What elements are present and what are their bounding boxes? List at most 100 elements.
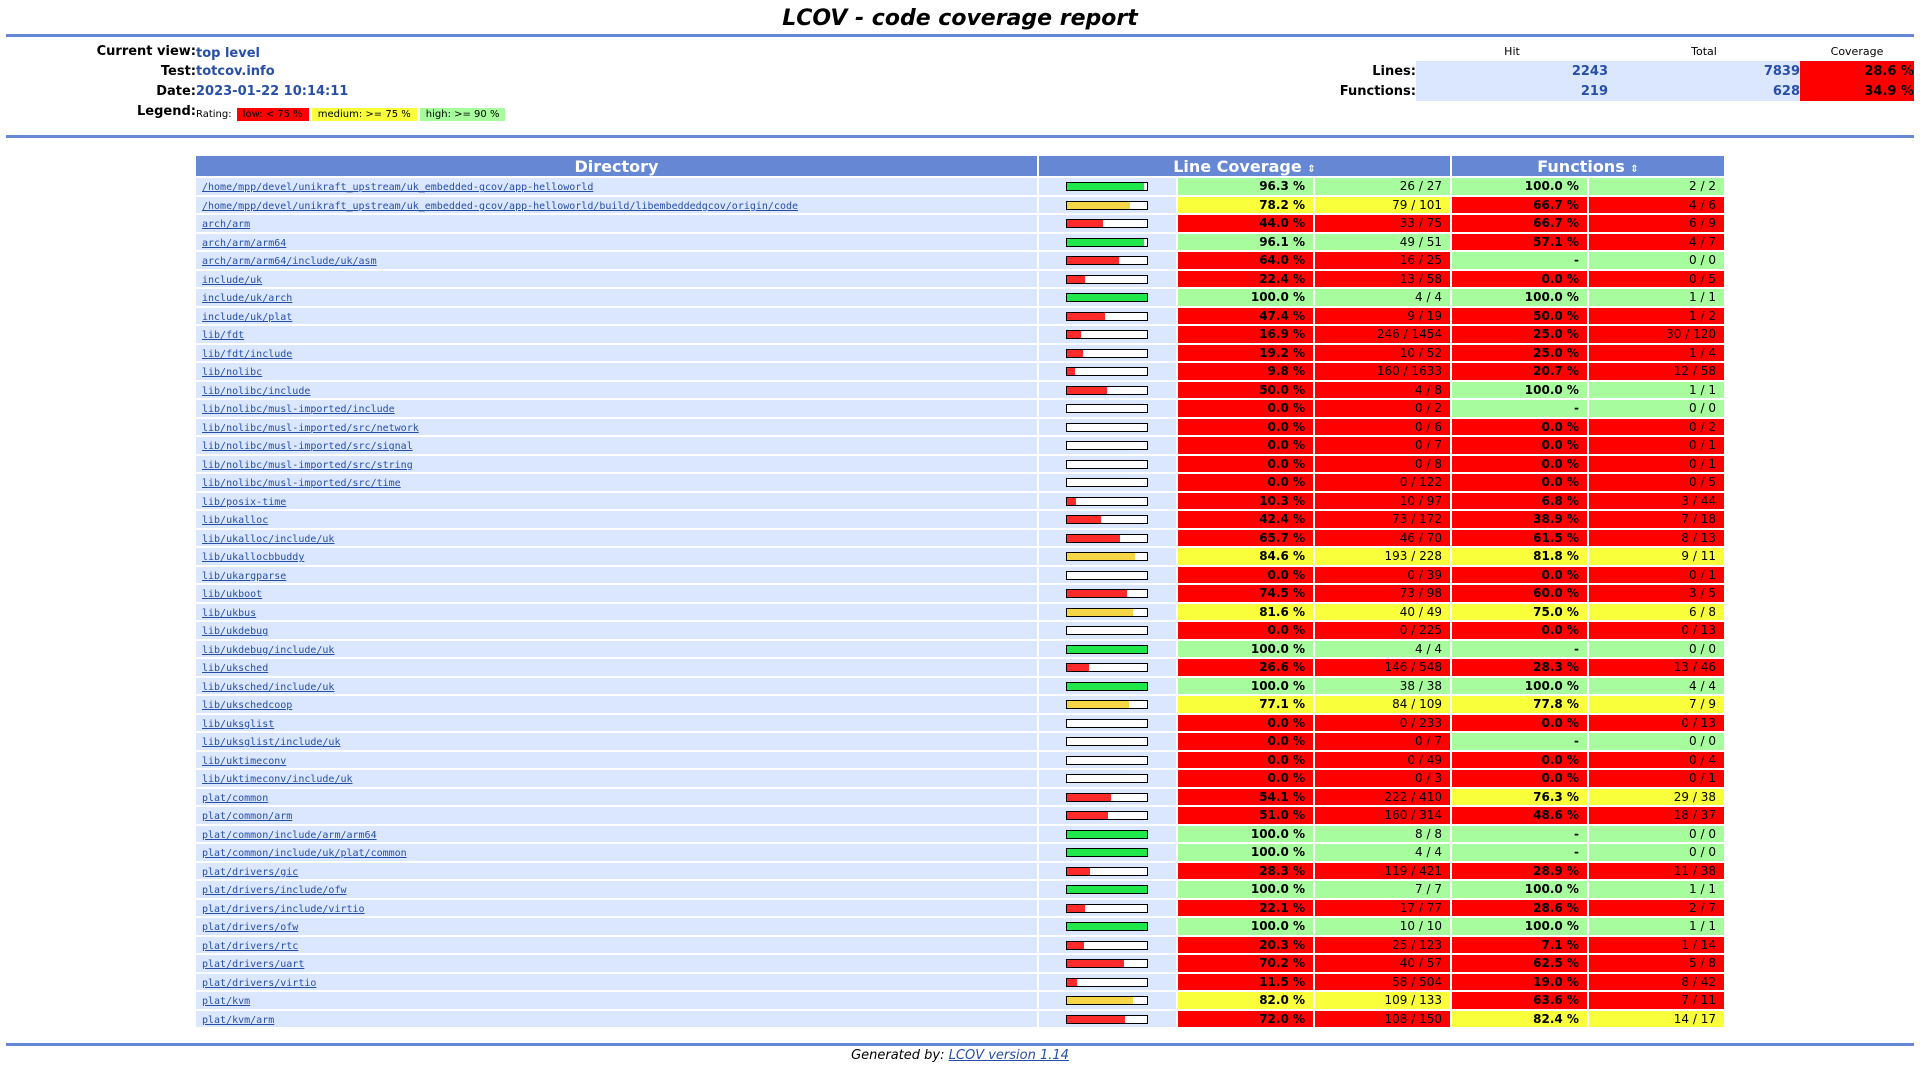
directory-link[interactable]: include/uk/arch xyxy=(202,293,293,305)
directory-link[interactable]: lib/uksglist xyxy=(202,718,275,730)
directory-link[interactable]: lib/uktimeconv xyxy=(202,755,287,767)
directory-link[interactable]: lib/ukalloc/include/uk xyxy=(202,533,335,545)
directory-link[interactable]: lib/uksched/include/uk xyxy=(202,681,335,693)
function-coverage-percent: 6.8 % xyxy=(1451,492,1587,509)
directory-link[interactable]: arch/arm/arm64/include/uk/asm xyxy=(202,256,377,268)
directory-link[interactable]: plat/drivers/uart xyxy=(202,959,305,971)
function-coverage-count: 0 / 5 xyxy=(1588,270,1724,287)
directory-link[interactable]: include/uk xyxy=(202,274,263,286)
coverage-bar xyxy=(1066,996,1149,1006)
directory-link[interactable]: plat/drivers/gic xyxy=(202,866,299,878)
sort-icon[interactable]: ⇕ xyxy=(1307,163,1316,175)
directory-link[interactable]: lib/nolibc/musl-imported/include xyxy=(202,404,395,416)
functions-label: Functions: xyxy=(1339,83,1416,99)
current-view-link[interactable]: top level xyxy=(196,45,260,61)
function-coverage-count: 7 / 9 xyxy=(1588,696,1724,713)
directory-link[interactable]: lib/fdt xyxy=(202,330,245,342)
directory-link[interactable]: lib/ukdebug/include/uk xyxy=(202,644,335,656)
sort-icon[interactable]: ⇕ xyxy=(1630,163,1639,175)
coverage-bar-cell xyxy=(1038,733,1177,750)
directory-link[interactable]: lib/ukargparse xyxy=(202,570,287,582)
coverage-bar-cell xyxy=(1038,511,1177,528)
line-coverage-percent: 100.0 % xyxy=(1178,677,1314,694)
function-coverage-count: 5 / 8 xyxy=(1588,955,1724,972)
directory-link[interactable]: lib/uktimeconv/include/uk xyxy=(202,774,353,786)
lcov-version-link[interactable]: LCOV version 1.14 xyxy=(948,1048,1069,1063)
line-coverage-count: 193 / 228 xyxy=(1315,548,1450,565)
coverage-bar-cell xyxy=(1038,770,1177,787)
coverage-bar-fill xyxy=(1067,312,1106,320)
function-coverage-count: 0 / 4 xyxy=(1588,751,1724,768)
line-coverage-percent: 28.3 % xyxy=(1178,862,1314,879)
directory-link[interactable]: lib/ukalloc xyxy=(202,515,269,527)
line-coverage-percent: 11.5 % xyxy=(1178,973,1314,990)
directory-link[interactable]: lib/nolibc xyxy=(202,367,263,379)
coverage-bar-fill xyxy=(1067,978,1077,986)
coverage-bar-fill xyxy=(1067,701,1130,709)
function-coverage-percent: 100.0 % xyxy=(1451,178,1587,195)
directory-link[interactable]: plat/drivers/ofw xyxy=(202,922,299,934)
function-coverage-percent: - xyxy=(1451,252,1587,269)
line-coverage-percent: 84.6 % xyxy=(1178,548,1314,565)
directory-link[interactable]: plat/kvm/arm xyxy=(202,1014,275,1026)
hit-column-header: Hit xyxy=(1504,44,1520,58)
coverage-bar-fill xyxy=(1067,886,1148,894)
directory-link[interactable]: plat/drivers/virtio xyxy=(202,977,317,989)
directory-link[interactable]: arch/arm/arm64 xyxy=(202,237,287,249)
legend-medium: medium: >= 75 % xyxy=(311,107,417,121)
date-value: 2023-01-22 10:14:11 xyxy=(196,83,349,99)
functions-hit: 219 xyxy=(1416,81,1608,101)
directory-link[interactable]: plat/drivers/include/ofw xyxy=(202,885,347,897)
line-coverage-count: 13 / 58 xyxy=(1315,270,1450,287)
directory-link[interactable]: plat/common/include/arm/arm64 xyxy=(202,829,377,841)
directory-link[interactable]: lib/nolibc/include xyxy=(202,385,311,397)
directory-link[interactable]: lib/nolibc/musl-imported/src/time xyxy=(202,478,401,490)
directory-link[interactable]: lib/nolibc/musl-imported/src/signal xyxy=(202,441,413,453)
directory-link[interactable]: lib/nolibc/musl-imported/src/string xyxy=(202,459,413,471)
coverage-bar-fill xyxy=(1067,238,1145,246)
test-value: totcov.info xyxy=(196,63,275,79)
directory-link[interactable]: lib/ukschedcoop xyxy=(202,700,293,712)
directory-link[interactable]: plat/kvm xyxy=(202,996,251,1008)
coverage-bar-cell xyxy=(1038,1010,1177,1027)
directory-cell: lib/ukdebug/include/uk xyxy=(196,640,1037,657)
function-coverage-percent: 50.0 % xyxy=(1451,307,1587,324)
directory-link[interactable]: lib/ukallocbbuddy xyxy=(202,552,305,564)
coverage-bar-fill xyxy=(1067,904,1086,912)
directory-link[interactable]: arch/arm xyxy=(202,219,251,231)
directory-link[interactable]: include/uk/plat xyxy=(202,311,293,323)
function-coverage-count: 4 / 6 xyxy=(1588,196,1724,213)
directory-link[interactable]: /home/mpp/devel/unikraft_upstream/uk_emb… xyxy=(202,200,799,212)
directory-link[interactable]: lib/fdt/include xyxy=(202,348,293,360)
line-coverage-percent: 20.3 % xyxy=(1178,936,1314,953)
line-coverage-percent: 44.0 % xyxy=(1178,215,1314,232)
coverage-bar-cell xyxy=(1038,955,1177,972)
coverage-bar xyxy=(1066,959,1149,969)
coverage-bar xyxy=(1066,515,1149,525)
directory-link[interactable]: lib/ukbus xyxy=(202,607,257,619)
directory-link[interactable]: plat/common xyxy=(202,792,269,804)
directory-link[interactable]: lib/posix-time xyxy=(202,496,287,508)
directory-link[interactable]: lib/ukboot xyxy=(202,589,263,601)
table-row: lib/posix-time 10.3 % 10 / 97 6.8 % 3 / 44 xyxy=(196,492,1724,509)
directory-link[interactable]: plat/drivers/include/virtio xyxy=(202,903,365,915)
coverage-bar xyxy=(1066,367,1149,377)
line-coverage-percent: 0.0 % xyxy=(1178,566,1314,583)
directory-link[interactable]: lib/uksched xyxy=(202,663,269,675)
directory-link[interactable]: plat/drivers/rtc xyxy=(202,940,299,952)
function-coverage-percent: 38.9 % xyxy=(1451,511,1587,528)
line-coverage-percent: 100.0 % xyxy=(1178,844,1314,861)
table-row: plat/common 54.1 % 222 / 410 76.3 % 29 / 38 xyxy=(196,788,1724,805)
line-coverage-column-header[interactable]: Line Coverage ⇕ xyxy=(1038,156,1450,176)
line-coverage-count: 108 / 150 xyxy=(1315,1010,1450,1027)
directory-link[interactable]: plat/common/arm xyxy=(202,811,293,823)
directory-link[interactable]: /home/mpp/devel/unikraft_upstream/uk_emb… xyxy=(202,182,594,194)
directory-link[interactable]: lib/nolibc/musl-imported/src/network xyxy=(202,422,419,434)
directory-cell: lib/ukbus xyxy=(196,603,1037,620)
directory-link[interactable]: lib/uksglist/include/uk xyxy=(202,737,341,749)
functions-column-header[interactable]: Functions ⇕ xyxy=(1451,156,1724,176)
function-coverage-percent: 57.1 % xyxy=(1451,233,1587,250)
directory-link[interactable]: plat/common/include/uk/plat/common xyxy=(202,848,407,860)
function-coverage-count: 0 / 1 xyxy=(1588,455,1724,472)
directory-link[interactable]: lib/ukdebug xyxy=(202,626,269,638)
